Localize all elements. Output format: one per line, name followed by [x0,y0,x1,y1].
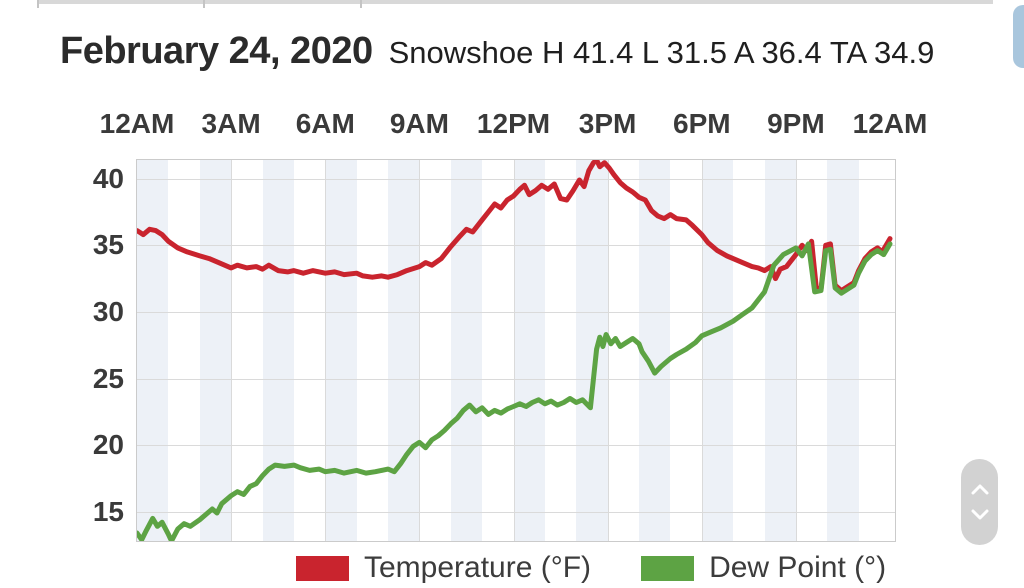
legend-label-dewpoint: Dew Point (°) [709,551,887,584]
y-tick-label: 35 [92,229,124,261]
temperature-swatch-icon [296,555,349,581]
x-tick-label: 6PM [673,108,731,139]
dew-point-swatch-icon [641,555,695,581]
hour-band [701,160,734,541]
hour-band [325,160,357,541]
x-tick-label: 3AM [201,108,261,139]
vertical-gridline [419,160,421,541]
x-tick-label: 9AM [389,108,449,139]
y-tick-label: 25 [92,362,124,394]
dew-point-line [137,241,893,541]
horizontal-gridline [137,311,895,313]
scroll-buttons [961,459,998,545]
table-column-divider [360,0,362,8]
chevron-up-icon [971,484,988,495]
x-tick-label: 12AM [99,108,175,139]
hour-band [513,160,545,541]
scroll-up-button[interactable] [970,483,990,496]
vertical-gridline [325,160,327,541]
table-column-divider [37,0,39,8]
vertical-gridline [513,160,515,541]
scroll-down-button[interactable] [970,508,990,521]
chart-header: February 24, 2020 Snowshoe H 41.4 L 31.5… [60,30,934,73]
legend-item-temperature: Temperature (°F) [296,551,591,585]
hour-band [388,160,420,541]
vertical-gridline [795,160,797,541]
vertical-gridline [607,160,609,541]
x-tick-label: 12PM [476,108,551,139]
hour-band [199,160,232,541]
x-tick-label: 12AM [852,108,928,139]
horizontal-gridline [137,178,895,180]
x-tick-label: 6AM [295,108,355,139]
legend-item-dewpoint: Dew Point (°) [641,551,886,585]
page-title: February 24, 2020 [60,30,373,72]
y-tick-label: 40 [92,162,124,194]
hour-band [764,160,796,541]
vertical-gridline [231,160,233,541]
table-top-edge [37,0,993,8]
temperature-dewpoint-chart[interactable] [136,159,896,542]
x-tick-label: 3PM [578,108,637,139]
horizontal-gridline [137,378,895,380]
y-tick-label: 30 [92,295,124,327]
hour-band [827,160,859,541]
chart-legend: Temperature (°F) Dew Point (°) [296,551,886,585]
legend-label-temperature: Temperature (°F) [364,551,592,584]
chevron-down-icon [971,509,988,520]
y-tick-label: 15 [92,495,124,527]
vertical-gridline [701,160,703,541]
temperature-line [137,160,893,294]
top-scrollbar-thumb[interactable] [1013,5,1024,68]
table-column-divider [203,0,205,8]
hour-band [576,160,608,541]
x-tick-label: 9PM [767,108,825,139]
horizontal-gridline [137,511,895,513]
y-tick-label: 20 [92,429,124,461]
station-summary: Snowshoe H 41.4 L 31.5 A 36.4 TA 34.9 [388,35,935,70]
hour-band [262,160,294,541]
horizontal-gridline [137,245,895,247]
horizontal-gridline [137,445,895,447]
hour-band [137,160,169,541]
